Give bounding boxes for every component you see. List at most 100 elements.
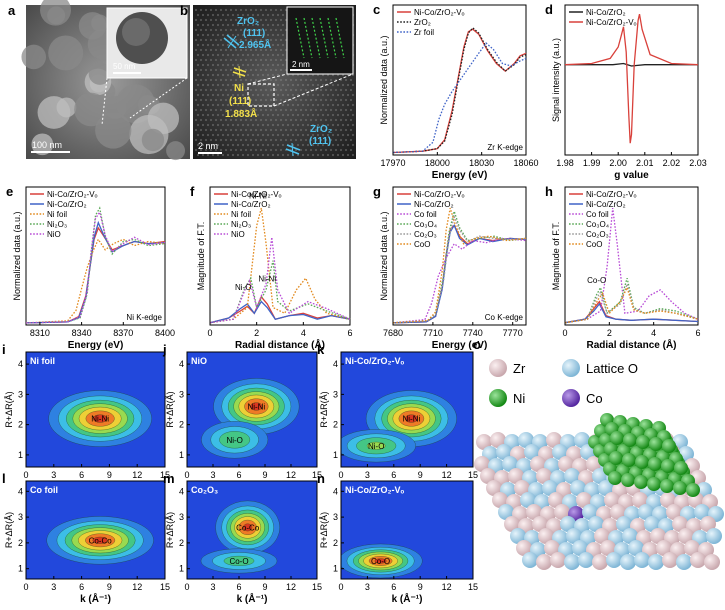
lattice-dot (336, 143, 340, 147)
series-line-1 (392, 26, 527, 154)
lattice-dot (254, 128, 258, 132)
lattice-dot (269, 108, 273, 112)
x-tick-label-5: 15 (468, 582, 478, 592)
lattice-dot (234, 28, 238, 32)
lattice-dot (216, 43, 220, 47)
lattice-dot (276, 113, 280, 117)
lattice-dot (251, 123, 255, 127)
lattice-dot (256, 33, 260, 37)
lattice-dot (296, 83, 300, 87)
legend-label-0: Ni-Co/ZrO₂-Vₒ (414, 8, 465, 17)
lattice-dot (279, 78, 283, 82)
lattice-dot (244, 58, 248, 62)
lattice-dot (349, 108, 353, 112)
lattice-dot (306, 123, 310, 127)
legend-label-2: Zr foil (414, 28, 434, 37)
lattice-dot (331, 93, 335, 97)
lattice-dot (306, 153, 310, 157)
lattice-dot (279, 18, 283, 22)
lattice-dot (206, 113, 210, 117)
lattice-dot (251, 133, 255, 137)
lattice-dot (244, 78, 248, 82)
lattice-dot (236, 103, 240, 107)
lattice-dot (311, 143, 315, 147)
lattice-dot (229, 78, 233, 82)
lattice-dot (259, 88, 263, 92)
x-tick-label-3: 8400 (155, 328, 175, 338)
lattice-dot (249, 38, 253, 42)
peak-label-1: Ni-O (368, 442, 384, 451)
lattice-dot (306, 113, 310, 117)
lattice-dot (251, 63, 255, 67)
x-tick-label-5: 15 (468, 470, 478, 480)
y-axis-label: R+ΔR(Å) (4, 391, 14, 427)
lattice-dot (256, 53, 260, 57)
lattice-dot (219, 118, 223, 122)
lattice-dot (324, 88, 328, 92)
lattice-dot (231, 113, 235, 117)
lattice-dot (314, 118, 318, 122)
lattice-dot (311, 83, 315, 87)
lattice-dot (214, 118, 218, 122)
o-atom (542, 480, 558, 496)
lattice-dot (221, 83, 225, 87)
series-line-2 (392, 42, 527, 154)
x-tick-label-3: 9 (418, 582, 423, 592)
lattice-dot (216, 133, 220, 137)
lattice-dot (334, 148, 338, 152)
lattice-dot (236, 53, 240, 57)
legend-label-1: Ni-Co/ZrO₂ (47, 200, 87, 209)
lattice-dot (211, 83, 215, 87)
lattice-dot (209, 108, 213, 112)
ni-atom (686, 483, 700, 497)
x-tick-label-2: 6 (391, 470, 396, 480)
zr-atom (504, 516, 520, 532)
lattice-dot (241, 63, 245, 67)
o-atom (694, 504, 710, 520)
lattice-dot (224, 78, 228, 82)
lattice-dot (239, 38, 243, 42)
lattice-dot (206, 123, 210, 127)
lattice-dot (259, 108, 263, 112)
o-atom (520, 492, 536, 508)
plot-frame (392, 4, 527, 156)
zr-atom (546, 432, 562, 448)
lattice-dot (234, 98, 238, 102)
lattice-dot (236, 153, 240, 157)
lattice-dot (194, 58, 198, 62)
lattice-dot (239, 18, 243, 22)
sem-particle (88, 62, 112, 85)
lattice-dot (241, 133, 245, 137)
panel-letter-i: i (2, 342, 6, 357)
legend-atom-label-0: Zr (513, 361, 526, 376)
lattice-dot (221, 63, 225, 67)
zr-atom (508, 468, 524, 484)
lattice-dot (241, 153, 245, 157)
series-line-4 (25, 210, 166, 324)
x-tick-label-0: 8310 (30, 328, 50, 338)
lattice-dot (344, 78, 348, 82)
lattice-dot (236, 143, 240, 147)
lattice-dot (319, 128, 323, 132)
lattice-dot (306, 83, 310, 87)
lattice-dot (316, 133, 320, 137)
lattice-dot (319, 98, 323, 102)
lattice-dot (281, 83, 285, 87)
lattice-dot (346, 143, 350, 147)
svg-text:(111): (111) (309, 136, 331, 147)
lattice-dot (256, 93, 260, 97)
lattice-dot (331, 153, 335, 157)
y-axis-label: R+ΔR(Å) (165, 391, 175, 427)
lattice-dot (326, 103, 330, 107)
lattice-dot (234, 8, 238, 12)
lattice-dot (329, 98, 333, 102)
lattice-dot (244, 88, 248, 92)
o-atom (570, 480, 586, 496)
lattice-dot (199, 118, 203, 122)
lattice-dot (201, 33, 205, 37)
lattice-dot (241, 53, 245, 57)
legend-atom-label-2: Ni (513, 391, 525, 406)
contour-0-6 (374, 558, 387, 564)
lattice-dot (349, 148, 353, 152)
plot-frame (209, 186, 351, 326)
